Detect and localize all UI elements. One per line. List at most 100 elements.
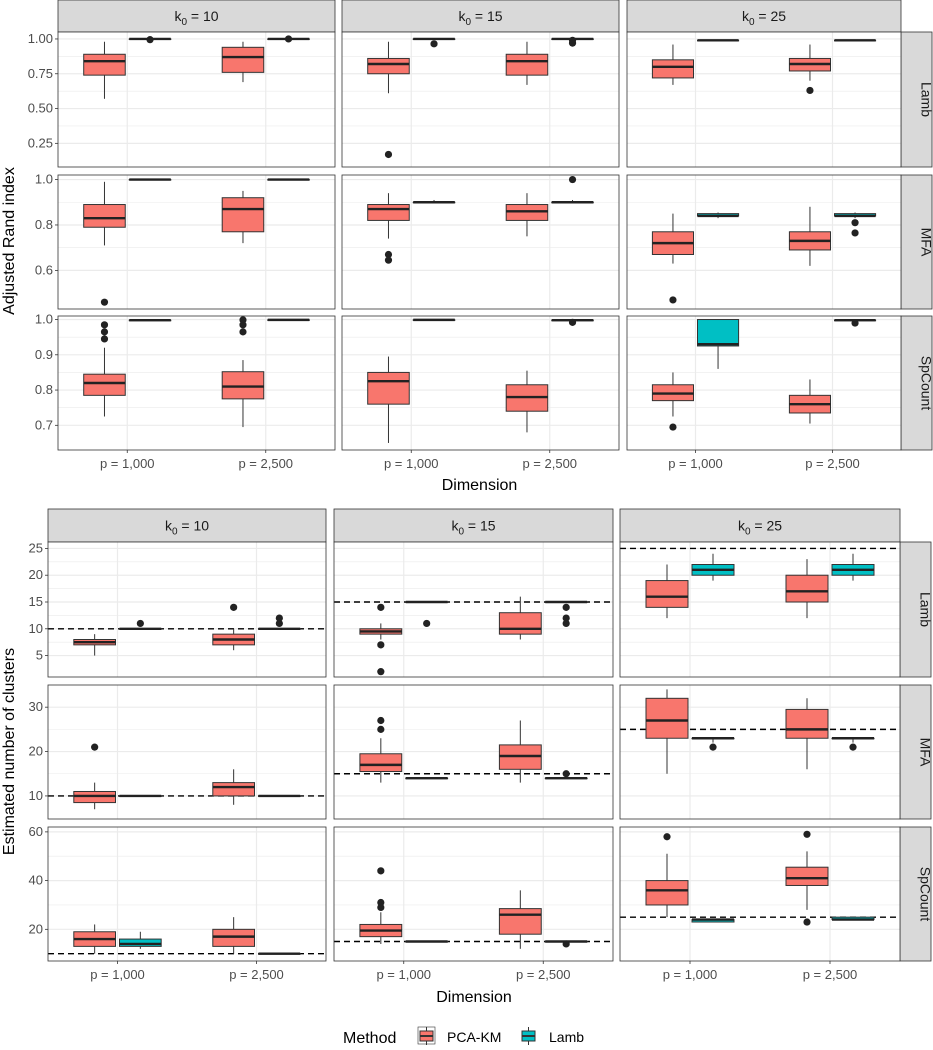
column-strip-label: k0 = 25 [742, 8, 786, 28]
outlier-point [851, 229, 859, 237]
row-strip [899, 541, 932, 678]
x-tick-label: p = 2,500 [516, 967, 571, 982]
panel-border [47, 826, 327, 962]
box-lamb [544, 940, 588, 948]
box-lamb [119, 794, 162, 798]
outlier-point [284, 35, 293, 43]
box-lamb [119, 931, 162, 949]
estimated-clusters-chart: k0 = 10 k0 = 15 k0 = 25 Lamb MFA SpCount 5 10 15… [1, 508, 933, 1006]
outlier-point [562, 614, 570, 622]
row-strip-label: SpCount [918, 867, 933, 922]
box-pca-km [505, 41, 549, 85]
row-strip [900, 31, 933, 168]
outlier-point [851, 219, 859, 227]
row-strip [900, 315, 933, 451]
panel-border [57, 31, 336, 168]
outlier-point [562, 940, 570, 948]
box-lamb [412, 318, 456, 322]
box-lamb [831, 737, 875, 751]
panel [57, 174, 336, 310]
box-lamb [551, 318, 594, 326]
box-lamb [551, 175, 594, 204]
box-body [651, 59, 695, 79]
box-pca-km [221, 41, 265, 83]
box-body [359, 753, 403, 773]
x-tick-label: p = 2,500 [522, 456, 577, 471]
y-tick-label: 10 [29, 788, 43, 803]
y-tick-label: 40 [29, 873, 43, 888]
box-pca-km [83, 181, 126, 306]
box-pca-km [645, 564, 689, 619]
box-body [221, 197, 265, 233]
outlier-point [377, 903, 385, 912]
y-tick-label: 1.0 [35, 312, 53, 327]
box-pca-km [788, 44, 832, 95]
panel-border [57, 315, 336, 451]
outlier-point [100, 328, 109, 336]
legend-label-pca-km: PCA-KM [447, 1029, 501, 1045]
box-body [498, 908, 542, 935]
panel [341, 31, 620, 168]
box-lamb [834, 212, 877, 237]
box-pca-km [73, 743, 117, 810]
outlier-point [568, 175, 577, 184]
x-tick-label: p = 2,500 [805, 456, 860, 471]
outlier-point [384, 250, 393, 259]
box-body [645, 697, 689, 739]
y-tick-label: 25 [29, 540, 43, 555]
outlier-point [100, 321, 109, 329]
panel-background [627, 32, 901, 167]
row-strip-label: MFA [919, 228, 933, 257]
box-pca-km [367, 356, 410, 443]
outlier-point [709, 743, 717, 751]
box-body [221, 46, 265, 73]
box-lamb [128, 319, 172, 322]
box-lamb [834, 39, 877, 42]
panel [626, 31, 902, 168]
outlier-point [562, 770, 570, 778]
outlier-point [384, 150, 393, 159]
box-pca-km [221, 190, 265, 244]
x-tick-label: p = 1,000 [376, 967, 431, 982]
row-strip-label: Lamb [918, 592, 933, 627]
panel-background [342, 175, 619, 309]
adjusted-rand-index-chart: k0 = 10 k0 = 15 k0 = 25 Lamb MFA SpCount 0.25 0… [1, 0, 933, 494]
box-pca-km [73, 634, 117, 656]
y-axis-title: Adjusted Rand index [1, 167, 18, 315]
box-pca-km [651, 44, 695, 85]
outlier-point [275, 619, 283, 628]
box-pca-km [359, 867, 403, 944]
box-lamb [267, 178, 310, 181]
box-lamb [258, 952, 301, 955]
box-lamb [697, 39, 740, 42]
outlier-point [849, 743, 857, 751]
row-strip [899, 826, 932, 962]
y-tick-label: 0.7 [35, 417, 53, 432]
row-strip [900, 174, 933, 310]
panel [619, 541, 901, 678]
outlier-point [562, 619, 570, 628]
box-body [498, 612, 542, 635]
y-tick-label: 20 [29, 744, 43, 759]
box-body [83, 204, 126, 228]
box-body [505, 53, 549, 76]
box-pca-km [359, 716, 403, 783]
outlier-point [568, 318, 577, 326]
y-tick-label: 30 [29, 699, 43, 714]
column-strip-label: k0 = 10 [165, 518, 209, 538]
panel-background [334, 542, 613, 677]
box-pca-km [212, 603, 256, 651]
box-lamb [258, 614, 301, 630]
box-pca-km [505, 193, 549, 237]
box-pca-km [359, 603, 403, 676]
outlier-point [669, 423, 677, 431]
box-pca-km [645, 833, 689, 918]
box-body [785, 866, 829, 886]
panel [47, 541, 327, 678]
panel-border [619, 684, 901, 820]
panel-border [626, 315, 902, 451]
box-lamb [405, 940, 449, 943]
y-tick-label: 15 [29, 594, 43, 609]
x-tick-label: p = 1,000 [90, 967, 145, 982]
